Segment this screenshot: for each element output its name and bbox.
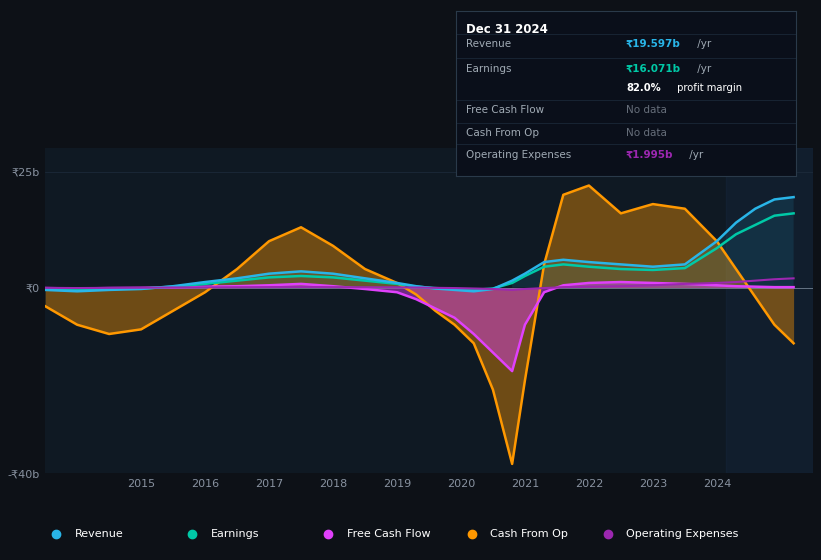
Text: Dec 31 2024: Dec 31 2024	[466, 23, 548, 36]
Text: /yr: /yr	[686, 150, 703, 160]
Text: Earnings: Earnings	[466, 64, 511, 74]
Text: Free Cash Flow: Free Cash Flow	[347, 529, 430, 539]
Text: No data: No data	[626, 128, 667, 138]
Text: /yr: /yr	[695, 39, 712, 49]
Text: Earnings: Earnings	[211, 529, 259, 539]
Text: ₹16.071b: ₹16.071b	[626, 64, 681, 74]
Text: Revenue: Revenue	[75, 529, 124, 539]
Text: Revenue: Revenue	[466, 39, 511, 49]
Text: ₹1.995b: ₹1.995b	[626, 150, 673, 160]
Text: 82.0%: 82.0%	[626, 83, 661, 93]
Text: profit margin: profit margin	[674, 83, 742, 93]
Text: Operating Expenses: Operating Expenses	[626, 529, 739, 539]
Text: No data: No data	[626, 105, 667, 115]
Text: /yr: /yr	[695, 64, 712, 74]
Bar	[727, 148, 813, 473]
Text: ₹19.597b: ₹19.597b	[626, 39, 681, 49]
Text: Free Cash Flow: Free Cash Flow	[466, 105, 544, 115]
Text: Cash From Op: Cash From Op	[466, 128, 539, 138]
Text: Cash From Op: Cash From Op	[490, 529, 568, 539]
Text: Operating Expenses: Operating Expenses	[466, 150, 571, 160]
